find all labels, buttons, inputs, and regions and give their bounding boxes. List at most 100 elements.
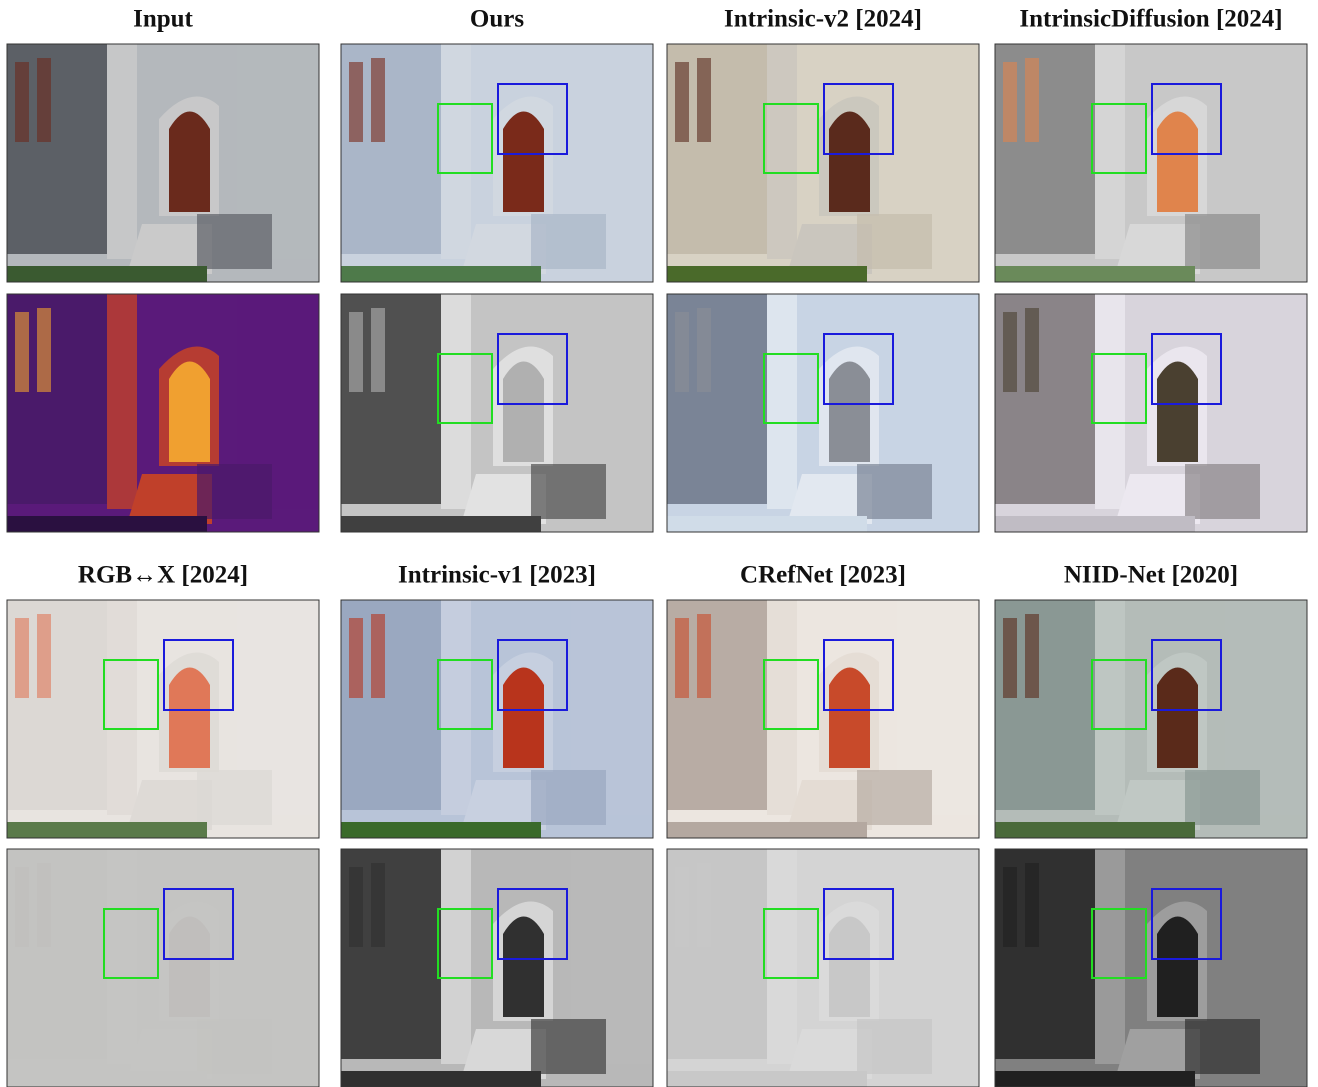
window <box>1003 618 1017 698</box>
window <box>37 58 51 142</box>
window <box>15 867 29 947</box>
image-panel <box>995 44 1307 282</box>
image-panel <box>995 849 1307 1087</box>
pilaster <box>107 600 137 815</box>
pilaster <box>1095 294 1125 509</box>
window <box>349 312 363 392</box>
step-pier <box>531 214 606 269</box>
window <box>675 312 689 392</box>
pilaster <box>441 600 471 815</box>
step-pier <box>531 1019 606 1074</box>
window <box>675 62 689 142</box>
image-panel <box>7 849 319 1087</box>
step-pier <box>1185 1019 1260 1074</box>
door <box>503 112 544 213</box>
window <box>697 863 711 947</box>
image-panel <box>667 600 979 838</box>
step-pier <box>531 464 606 519</box>
grass <box>995 822 1195 838</box>
grass <box>7 1071 207 1087</box>
column-title: RGB↔X [2024] <box>78 562 248 589</box>
window <box>349 618 363 698</box>
window <box>371 58 385 142</box>
column-title: CRefNet [2023] <box>740 562 906 589</box>
door <box>829 917 870 1018</box>
window <box>349 867 363 947</box>
window <box>1025 308 1039 392</box>
step-pier <box>1185 214 1260 269</box>
image-panel <box>667 849 979 1087</box>
step-pier <box>857 214 932 269</box>
pilaster <box>107 849 137 1064</box>
grass <box>667 516 867 532</box>
pilaster <box>767 44 797 259</box>
door <box>1157 112 1198 213</box>
window <box>1003 62 1017 142</box>
step-pier <box>857 770 932 825</box>
pilaster <box>441 44 471 259</box>
door <box>169 668 210 769</box>
window <box>1025 58 1039 142</box>
window <box>1003 312 1017 392</box>
pilaster <box>107 44 137 259</box>
grass <box>7 516 207 532</box>
door <box>829 668 870 769</box>
window <box>37 308 51 392</box>
window <box>697 308 711 392</box>
door <box>169 112 210 213</box>
image-panel <box>341 294 653 532</box>
grass <box>667 266 867 282</box>
window <box>371 308 385 392</box>
grass <box>341 266 541 282</box>
door <box>169 917 210 1018</box>
window <box>15 618 29 698</box>
step-pier <box>1185 770 1260 825</box>
window <box>371 614 385 698</box>
step-pier <box>857 464 932 519</box>
step-pier <box>1185 464 1260 519</box>
image-panel <box>7 294 319 532</box>
image-panel <box>995 600 1307 838</box>
door <box>503 917 544 1018</box>
column-title: Intrinsic-v1 [2023] <box>398 562 596 589</box>
grass <box>341 822 541 838</box>
window <box>697 58 711 142</box>
column-title: Intrinsic-v2 [2024] <box>724 6 922 33</box>
door <box>1157 668 1198 769</box>
figure: InputOursIntrinsic-v2 [2024]IntrinsicDif… <box>0 0 1318 1087</box>
grass <box>341 1071 541 1087</box>
door <box>829 362 870 463</box>
window <box>15 62 29 142</box>
grass <box>667 822 867 838</box>
grass <box>995 516 1195 532</box>
step-pier <box>197 770 272 825</box>
door <box>503 668 544 769</box>
image-panel <box>341 849 653 1087</box>
door <box>1157 917 1198 1018</box>
window <box>675 618 689 698</box>
pilaster <box>767 294 797 509</box>
image-panel <box>667 44 979 282</box>
door <box>169 362 210 463</box>
window <box>15 312 29 392</box>
pilaster <box>767 849 797 1064</box>
window <box>37 614 51 698</box>
pilaster <box>1095 44 1125 259</box>
step-pier <box>197 1019 272 1074</box>
window <box>371 863 385 947</box>
pilaster <box>1095 600 1125 815</box>
image-panel <box>341 600 653 838</box>
window <box>1025 614 1039 698</box>
column-title: Input <box>133 6 193 33</box>
pilaster <box>441 849 471 1064</box>
step-pier <box>197 464 272 519</box>
pilaster <box>767 600 797 815</box>
window <box>1003 867 1017 947</box>
image-panel <box>7 44 319 282</box>
window <box>1025 863 1039 947</box>
grass <box>995 266 1195 282</box>
image-panel <box>7 600 319 838</box>
step-pier <box>197 214 272 269</box>
door <box>503 362 544 463</box>
column-title: IntrinsicDiffusion [2024] <box>1019 6 1282 33</box>
